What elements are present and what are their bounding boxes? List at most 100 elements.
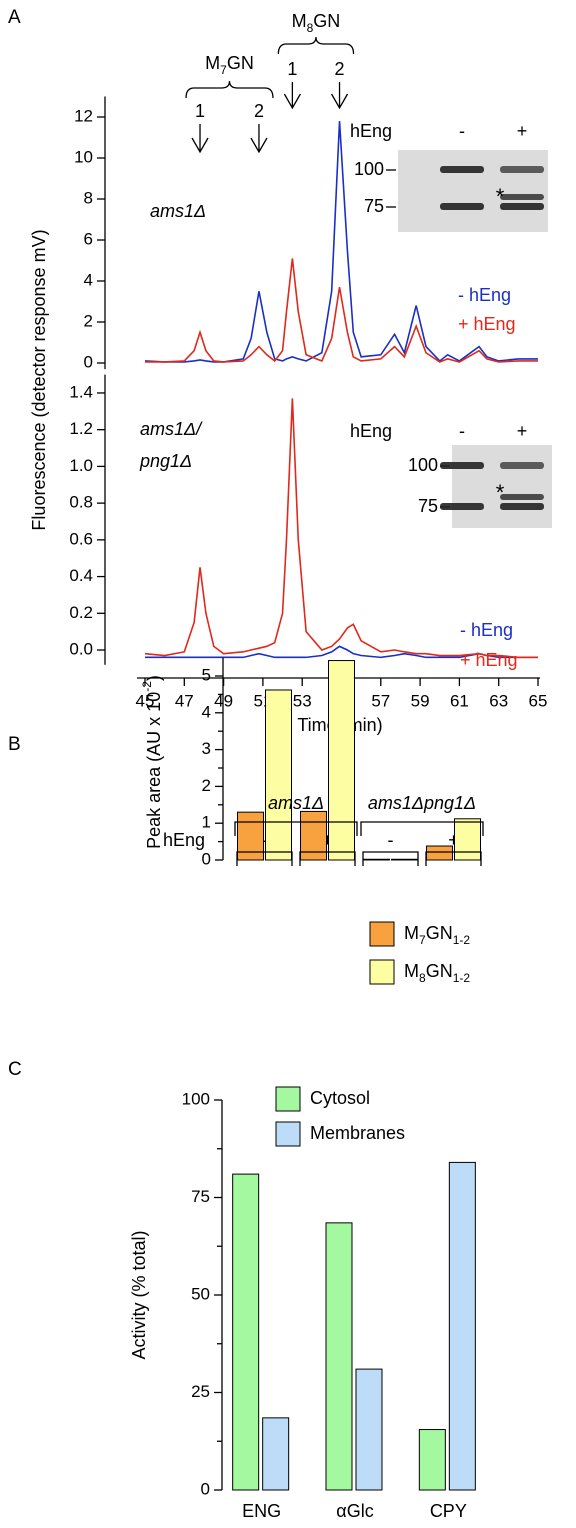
strain-label: png1Δ: [139, 451, 192, 471]
blot-band: [500, 503, 544, 510]
blot-lane: -: [459, 421, 465, 441]
legend-label-part: 8: [419, 971, 426, 985]
legend-label: M7GN1-2: [404, 923, 470, 947]
panel-label: B: [8, 734, 21, 755]
peak-label: 1: [195, 101, 205, 121]
y-tick-label: 0.8: [69, 493, 93, 512]
y-axis-label-part: ): [144, 675, 164, 681]
bar: [265, 689, 292, 861]
group-label: ams1Δ: [268, 793, 324, 813]
legend-label-part: 7: [419, 933, 426, 947]
y-tick-label: 50: [191, 1284, 210, 1303]
y-tick-label: 1: [202, 813, 211, 832]
y-tick-label: 3: [202, 739, 211, 758]
bar: [454, 818, 481, 861]
y-tick-label: 75: [191, 1187, 210, 1206]
legend-swatch: [369, 921, 395, 947]
legend-label: Cytosol: [310, 1088, 370, 1108]
y-tick-label: 1.4: [69, 382, 93, 401]
y-tick-label: 0: [201, 1479, 210, 1498]
bracket-label-part: M: [292, 11, 307, 31]
x-tick-label: 59: [411, 691, 430, 710]
y-tick-label: 0.0: [69, 639, 93, 658]
group-bracket: [360, 821, 484, 836]
y-tick-label: 12: [74, 106, 93, 125]
x-tick-label: +: [448, 830, 459, 850]
group-label: ams1Δpng1Δ: [368, 793, 476, 813]
y-tick-label: 6: [84, 229, 93, 248]
blot-band: [500, 194, 544, 200]
x-tick-label: 47: [175, 691, 194, 710]
legend-label: Membranes: [310, 1123, 405, 1143]
x-tick-label: αGlc: [336, 1501, 373, 1521]
x-tick-label: 57: [371, 691, 390, 710]
bracket-label: M8GN: [292, 11, 341, 35]
peak-arrow: [191, 124, 209, 154]
strain-label: ams1Δ: [150, 201, 206, 221]
bar: [363, 858, 390, 861]
blot-band: [440, 503, 484, 510]
blot-marker: 100: [354, 159, 384, 179]
trace: [145, 258, 538, 363]
peak-arrow: [283, 82, 301, 110]
category-title: hEng: [163, 830, 205, 850]
blot-marker: 75: [418, 496, 438, 516]
y-tick-label: 5: [202, 665, 211, 684]
bar: [237, 811, 264, 861]
legend-swatch: [275, 1121, 301, 1147]
x-tick-label: CPY: [430, 1501, 467, 1521]
y-tick-label: 1.2: [69, 419, 93, 438]
peak-label: 2: [335, 59, 345, 79]
condition-bracket: [236, 851, 293, 866]
x-tick-label: ENG: [242, 1501, 281, 1521]
bar: [418, 1429, 446, 1491]
y-tick-label: 25: [191, 1382, 210, 1401]
trace: [144, 121, 538, 363]
legend-label-part: GN: [426, 961, 453, 981]
bracket: [185, 80, 274, 99]
bar: [448, 1161, 476, 1491]
blot-band: [500, 494, 544, 500]
peak-label: 1: [287, 59, 297, 79]
blot-marker: 75: [364, 196, 384, 216]
x-tick-label: 61: [450, 691, 469, 710]
bar: [300, 810, 327, 861]
y-tick-label: 0: [84, 352, 93, 371]
y-tick-label: 100: [182, 1089, 210, 1108]
blot-image: [452, 445, 552, 528]
y-tick-label: 2: [84, 311, 93, 330]
condition-bracket: [362, 851, 419, 866]
y-axis-label-part: -2: [140, 681, 154, 692]
y-axis-label: Peak area (AU x 10-2): [140, 675, 164, 849]
group-bracket: [234, 821, 358, 836]
x-tick-label: +: [322, 830, 333, 850]
bracket-label-part: GN: [313, 11, 340, 31]
trace: [144, 398, 538, 659]
legend-label: - hEng: [460, 620, 513, 640]
blot-lane: +: [517, 421, 528, 441]
y-tick-label: 2: [202, 776, 211, 795]
legend-label-part: 1-2: [453, 971, 471, 985]
legend-label-part: 1-2: [453, 933, 471, 947]
blot-title: hEng: [350, 421, 392, 441]
x-tick-label: 53: [293, 691, 312, 710]
y-tick-label: 0.6: [69, 529, 93, 548]
blot-lane: -: [459, 121, 465, 141]
x-tick-label: -: [388, 830, 394, 850]
x-tick-label: 65: [529, 691, 548, 710]
peak-arrow: [250, 124, 268, 154]
condition-bracket: [425, 851, 482, 866]
legend-swatch: [275, 1086, 301, 1112]
blot-marker: 100: [408, 455, 438, 475]
bracket-label-part: 8: [307, 21, 314, 35]
blot-title: hEng: [350, 121, 392, 141]
y-tick-label: 0: [202, 849, 211, 868]
bar: [355, 1368, 383, 1491]
bar: [262, 1417, 290, 1491]
legend-swatch: [369, 959, 395, 985]
blot-band: [500, 166, 544, 173]
y-axis-label: Fluorescence (detector response mV): [29, 229, 49, 530]
legend-label: + hEng: [458, 314, 516, 334]
y-tick-label: 4: [202, 702, 211, 721]
